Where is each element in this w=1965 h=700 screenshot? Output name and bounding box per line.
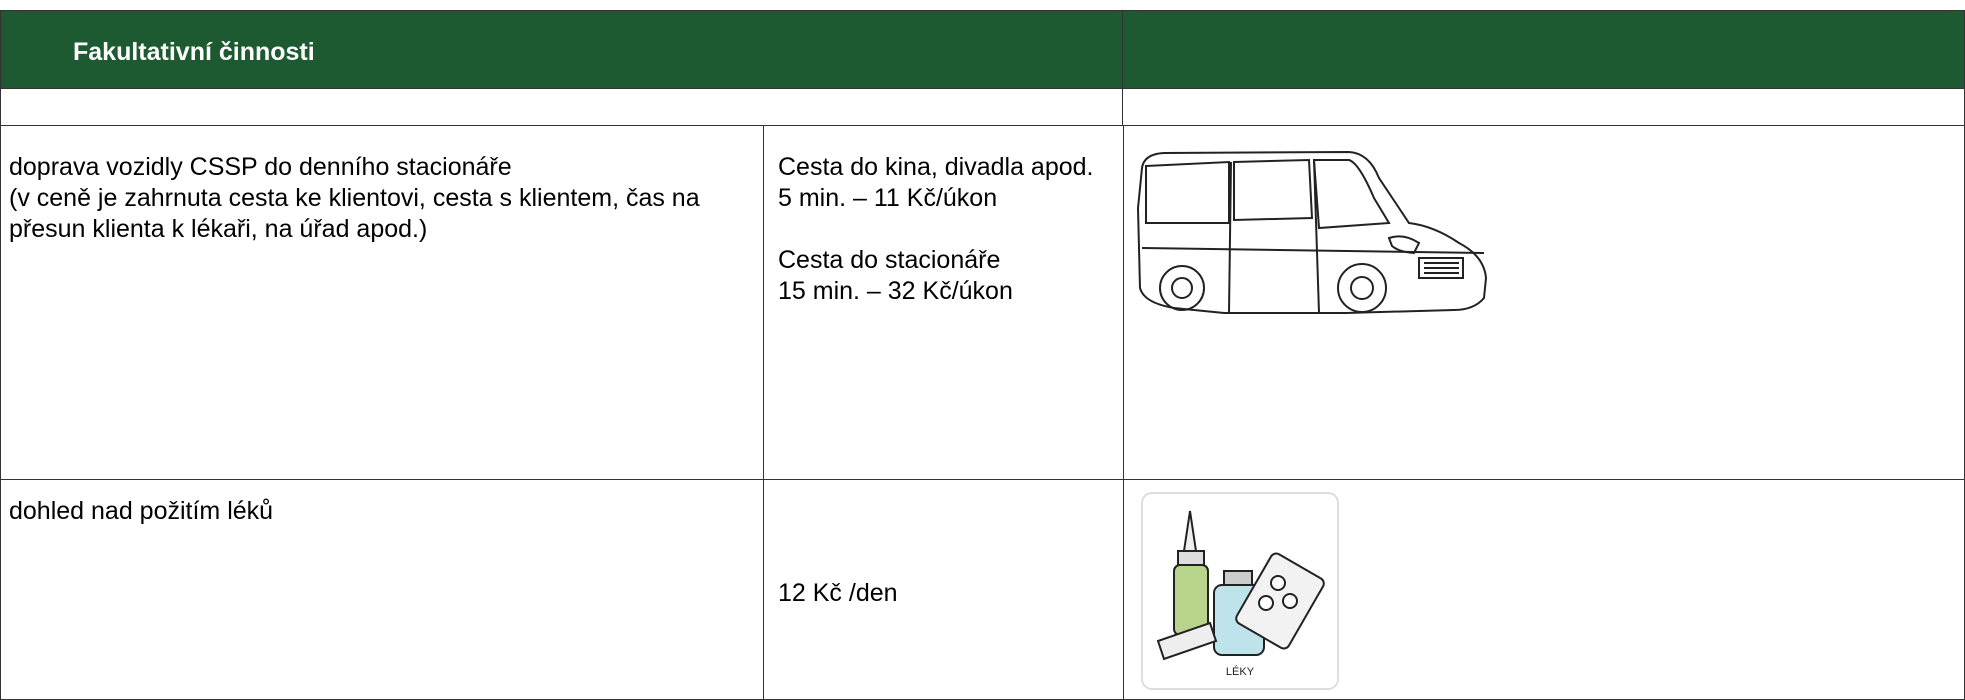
price-text: 12 Kč /den — [778, 579, 898, 607]
price-text: Cesta do kina, divadla apod. — [778, 153, 1094, 181]
empty-row — [0, 88, 1123, 126]
header-cell: Fakultativní činnosti — [0, 10, 1123, 89]
price-cell: 12 Kč /den — [763, 479, 1124, 700]
empty-row — [1122, 88, 1965, 126]
activity-text: dohled nad požitím léků — [9, 497, 274, 525]
price-text: Cesta do stacionáře — [778, 246, 1001, 274]
van-icon — [1136, 150, 1488, 314]
price-text: 5 min. – 11 Kč/úkon — [778, 184, 998, 212]
activity-cell: doprava vozidly CSSP do denního stacioná… — [0, 125, 764, 480]
activity-text: doprava vozidly CSSP do denního stacioná… — [9, 153, 512, 181]
price-cell: Cesta do kina, divadla apod. 5 min. – 11… — [763, 125, 1124, 480]
price-text: 15 min. – 32 Kč/úkon — [778, 277, 1013, 305]
price-block: Cesta do stacionáře 15 min. – 32 Kč/úkon — [778, 245, 1115, 307]
medicine-icon: LÉKY — [1141, 492, 1339, 690]
activity-cell: dohled nad požitím léků — [0, 479, 764, 700]
header-cell — [1122, 10, 1965, 89]
icon-label: LÉKY — [1226, 665, 1255, 678]
price-block: Cesta do kina, divadla apod. 5 min. – 11… — [778, 152, 1115, 214]
activity-text: (v ceně je zahrnuta cesta ke klientovi, … — [9, 184, 700, 243]
header-title: Fakultativní činnosti — [73, 38, 315, 66]
